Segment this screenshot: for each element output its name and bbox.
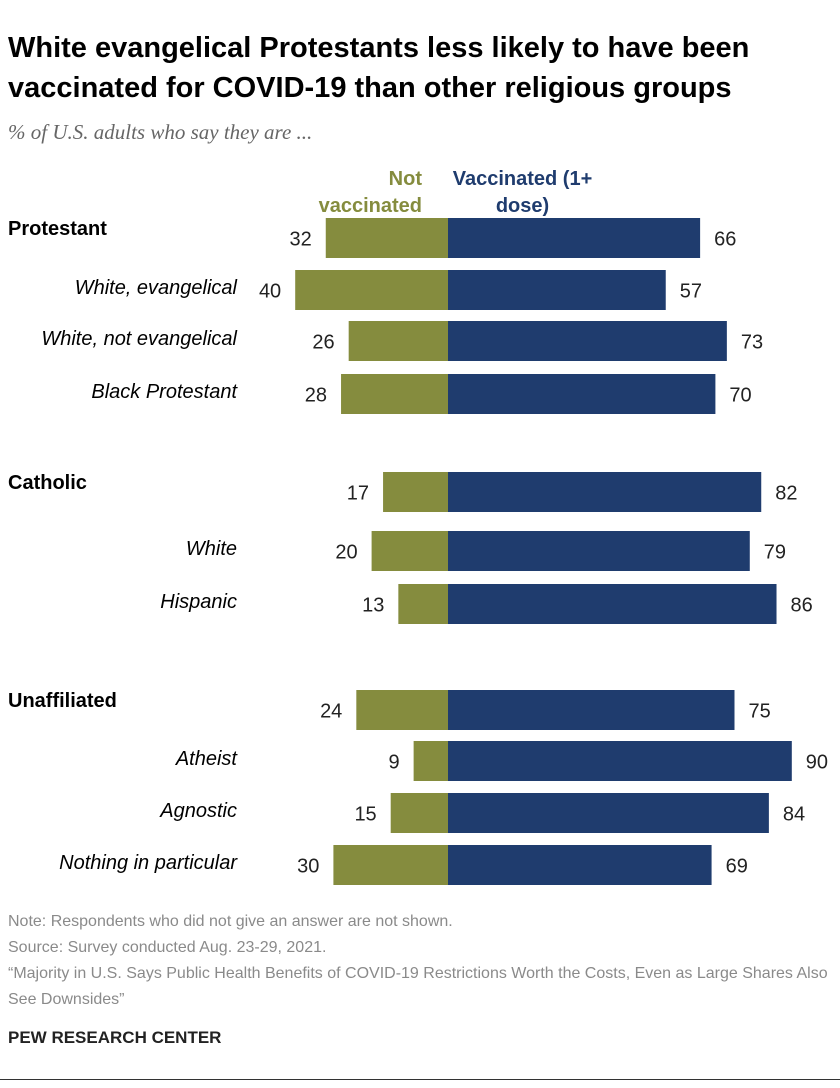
note: Source: Survey conducted Aug. 23-29, 202… — [8, 939, 327, 956]
value-label: 15 — [354, 803, 376, 825]
value-label: 40 — [259, 280, 281, 302]
bar — [448, 741, 792, 781]
bar — [448, 374, 716, 414]
bar — [383, 472, 448, 512]
value-label: 24 — [320, 700, 342, 722]
bar — [295, 270, 448, 310]
note: “Majority in U.S. Says Public Health Ben… — [8, 965, 828, 1008]
category-label: Agnostic — [160, 800, 237, 822]
value-label: 13 — [362, 594, 384, 616]
bar — [448, 690, 735, 730]
value-label: 84 — [783, 803, 805, 825]
bar — [413, 741, 448, 781]
bar — [348, 321, 448, 361]
legend-entry: Not vaccinated — [318, 168, 422, 217]
bar — [448, 270, 666, 310]
category-label: White, evangelical — [74, 277, 237, 299]
value-label: 66 — [714, 228, 736, 250]
category-label: Nothing in particular — [59, 852, 237, 874]
group-label: Protestant — [8, 218, 107, 240]
value-label: 75 — [749, 700, 771, 722]
bar — [325, 218, 448, 258]
value-label: 30 — [297, 855, 319, 877]
value-label: 70 — [729, 384, 751, 406]
category-label: White — [185, 538, 237, 560]
note: Note: Respondents who did not give an an… — [8, 913, 453, 930]
value-label: 26 — [312, 331, 334, 353]
bar — [341, 374, 448, 414]
bar — [448, 321, 727, 361]
value-label: 86 — [791, 594, 813, 616]
bar — [333, 845, 448, 885]
value-label: 90 — [806, 751, 828, 773]
value-label: 28 — [305, 384, 327, 406]
credit: PEW RESEARCH CENTER — [8, 1028, 222, 1047]
chart-title: White evangelical Protestants less likel… — [8, 32, 750, 104]
group-label: Unaffiliated — [8, 690, 117, 712]
value-label: 73 — [741, 331, 763, 353]
category-label: White, not evangelical — [41, 328, 237, 350]
bar — [371, 531, 448, 571]
group-label: Catholic — [8, 472, 87, 494]
value-label: 9 — [388, 751, 399, 773]
category-label: Black Protestant — [91, 381, 237, 403]
bottom-rule — [0, 1079, 840, 1080]
value-label: 32 — [290, 228, 312, 250]
chart-subtitle: % of U.S. adults who say they are ... — [8, 120, 313, 144]
bar — [448, 584, 777, 624]
value-label: 82 — [775, 482, 797, 504]
bar — [448, 218, 701, 258]
bar — [448, 793, 769, 833]
value-label: 17 — [347, 482, 369, 504]
value-label: 20 — [335, 541, 357, 563]
category-label: Atheist — [175, 748, 237, 770]
legend-entry: Vaccinated (1+ dose) — [452, 168, 593, 217]
bar — [448, 845, 712, 885]
value-label: 79 — [764, 541, 786, 563]
value-label: 69 — [726, 855, 748, 877]
bar — [448, 472, 762, 512]
bar — [448, 531, 750, 571]
bar — [398, 584, 448, 624]
chart: 32 66 40 57 26 73 28 70 17 82 20 79 13 86 24 75 9 90 15 84 3… — [259, 218, 828, 885]
bar — [356, 690, 448, 730]
value-label: 57 — [680, 280, 702, 302]
bar — [390, 793, 448, 833]
category-label: Hispanic — [160, 591, 237, 613]
